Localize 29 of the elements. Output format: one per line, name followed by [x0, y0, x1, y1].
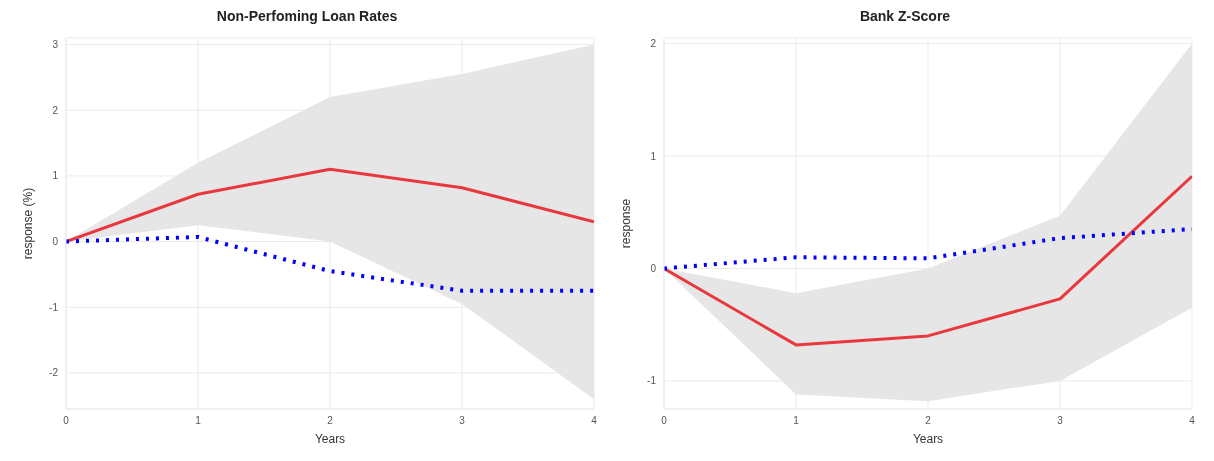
- x-axis-title: Years: [314, 432, 346, 446]
- y-tick-label: 1: [52, 170, 59, 182]
- y-axis-title: response: [619, 198, 634, 249]
- x-tick-label: 3: [1057, 415, 1064, 427]
- y-tick-label: 0: [650, 263, 657, 275]
- x-tick-label: 3: [459, 415, 466, 427]
- y-tick-label: -1: [49, 301, 59, 313]
- y-tick-label: 2: [52, 104, 59, 116]
- y-tick-label: 1: [650, 150, 657, 162]
- line-series: [66, 167, 594, 244]
- line-series: [664, 174, 1192, 347]
- y-tick-label: 3: [52, 39, 59, 51]
- x-tick-label: 4: [591, 415, 598, 427]
- y-axis-title: response (%): [21, 187, 36, 260]
- x-tick-label: 2: [327, 415, 334, 427]
- chart-title: Non-Perfoming Loan Rates: [215, 8, 399, 26]
- x-tick-label: 0: [63, 415, 70, 427]
- y-tick-label: -1: [647, 375, 657, 387]
- y-tick-label: -2: [49, 367, 59, 379]
- x-tick-label: 0: [661, 415, 668, 427]
- x-axis-title: Years: [912, 432, 944, 446]
- x-tick-label: 4: [1189, 415, 1196, 427]
- x-tick-label: 1: [195, 415, 202, 427]
- line-series: [66, 234, 594, 293]
- chart-title: Bank Z-Score: [858, 8, 952, 26]
- x-tick-label: 2: [925, 415, 932, 427]
- x-tick-label: 1: [793, 415, 800, 427]
- y-tick-label: 0: [52, 236, 59, 248]
- y-tick-label: 2: [650, 38, 657, 50]
